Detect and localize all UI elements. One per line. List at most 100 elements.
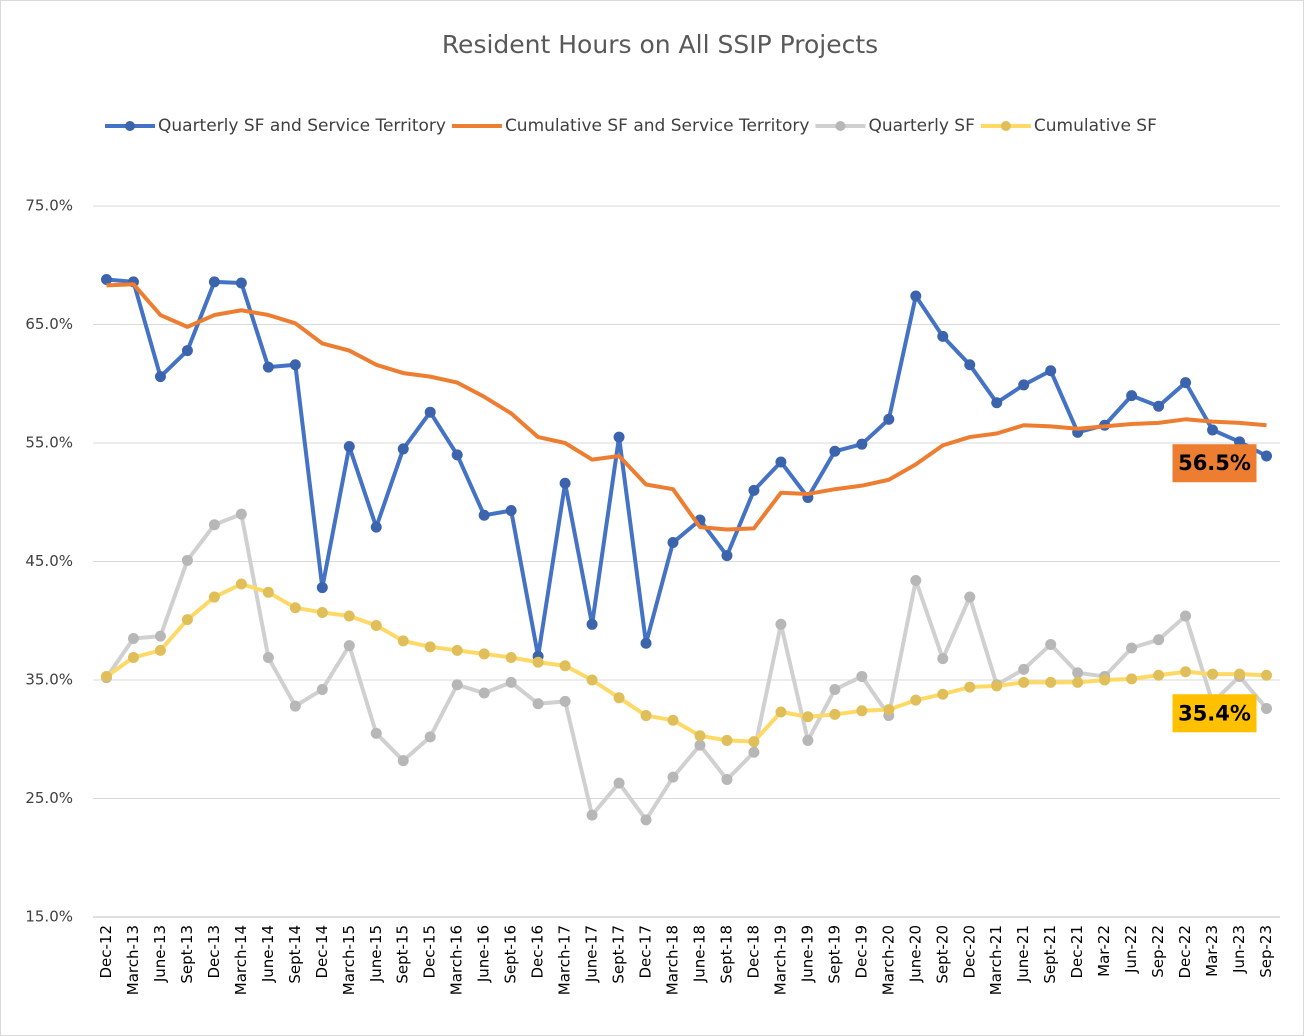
data-point <box>640 637 652 649</box>
data-point <box>748 746 760 758</box>
y-tick-label: 35.0% <box>25 671 73 689</box>
x-tick-label: March-13 <box>124 925 142 995</box>
data-point <box>127 651 139 663</box>
x-tick-label: Dec-14 <box>313 925 331 979</box>
data-point <box>505 505 517 517</box>
data-point <box>856 705 868 717</box>
x-tick-label: March-14 <box>232 925 250 995</box>
data-point <box>532 698 544 710</box>
y-tick-label: 75.0% <box>25 197 73 215</box>
data-point <box>721 550 733 562</box>
data-point <box>316 582 328 594</box>
data-point <box>451 679 463 691</box>
x-tick-label: Sept-17 <box>610 925 628 984</box>
y-tick-label: 45.0% <box>25 552 73 570</box>
x-tick-label: Jun-23 <box>1230 925 1248 974</box>
data-point <box>721 734 733 746</box>
chart-title: Resident Hours on All SSIP Projects <box>442 30 878 59</box>
data-point <box>559 660 571 672</box>
data-point <box>586 809 598 821</box>
data-point <box>829 445 841 457</box>
x-tick-label: June-14 <box>259 925 277 983</box>
x-tick-label: Sept-21 <box>1041 925 1059 984</box>
x-tick-label: Sept-16 <box>502 925 520 984</box>
data-point <box>370 727 382 739</box>
data-point <box>343 610 355 622</box>
x-tick-label: Dec-16 <box>529 925 547 979</box>
data-point <box>775 706 787 718</box>
x-tick-label: Sept-19 <box>825 925 843 984</box>
data-point <box>1207 668 1219 680</box>
data-point <box>397 635 409 647</box>
data-point <box>343 441 355 453</box>
data-point <box>802 711 814 723</box>
data-point <box>937 330 949 342</box>
annotation-label: 56.5% <box>1178 451 1251 475</box>
y-tick-label: 55.0% <box>25 434 73 452</box>
data-point <box>451 644 463 656</box>
x-tick-label: March-15 <box>340 925 358 995</box>
data-point <box>1126 390 1138 402</box>
legend-label: Quarterly SF <box>868 116 974 136</box>
data-point <box>1072 667 1084 679</box>
data-point <box>370 521 382 533</box>
x-tick-label: June-17 <box>583 925 601 983</box>
x-tick-label: Sep-23 <box>1257 925 1275 978</box>
data-point <box>559 695 571 707</box>
data-point <box>316 606 328 618</box>
x-tick-label: Dec-13 <box>205 925 223 979</box>
x-tick-label: Sept-14 <box>286 925 304 984</box>
data-point <box>721 774 733 786</box>
data-point <box>262 651 274 663</box>
data-point <box>424 731 436 743</box>
data-point <box>181 614 193 626</box>
data-point <box>694 739 706 751</box>
data-point <box>586 618 598 630</box>
data-point <box>802 734 814 746</box>
legend-label: Cumulative SF and Service Territory <box>505 116 810 136</box>
data-point <box>1045 638 1057 650</box>
data-point <box>1180 666 1192 678</box>
data-point <box>397 443 409 455</box>
data-point <box>613 777 625 789</box>
data-point <box>829 708 841 720</box>
x-tick-label: June-19 <box>798 925 816 983</box>
data-point <box>154 371 166 383</box>
x-tick-label: Sept-20 <box>933 925 951 984</box>
data-point <box>424 406 436 418</box>
legend-marker <box>125 121 135 131</box>
x-tick-label: Mar-23 <box>1203 925 1221 977</box>
data-point <box>1045 365 1057 377</box>
x-tick-label: March-19 <box>771 925 789 995</box>
annotation-box <box>1172 694 1257 733</box>
data-point <box>1072 676 1084 688</box>
data-point <box>1261 450 1273 462</box>
data-point <box>532 656 544 668</box>
data-point <box>370 619 382 631</box>
x-tick-label: Sept-18 <box>717 925 735 984</box>
data-point <box>748 736 760 748</box>
data-point <box>478 509 490 521</box>
data-point <box>1180 610 1192 622</box>
data-point <box>235 508 247 520</box>
x-tick-label: March-16 <box>448 925 466 995</box>
data-point <box>883 704 895 716</box>
data-point <box>1180 377 1192 389</box>
data-point <box>289 602 301 614</box>
y-tick-label: 25.0% <box>25 789 73 807</box>
data-point <box>235 277 247 289</box>
data-point <box>262 586 274 598</box>
data-point <box>505 676 517 688</box>
x-tick-label: June-21 <box>1014 925 1032 983</box>
x-tick-label: Dec-18 <box>744 925 762 979</box>
x-tick-label: March-18 <box>664 925 682 995</box>
y-tick-label: 65.0% <box>25 315 73 333</box>
x-tick-label: Sept-15 <box>394 925 412 984</box>
data-point <box>1018 379 1030 391</box>
data-point <box>181 554 193 566</box>
data-point <box>856 438 868 450</box>
data-point <box>1018 663 1030 675</box>
data-point <box>451 449 463 461</box>
